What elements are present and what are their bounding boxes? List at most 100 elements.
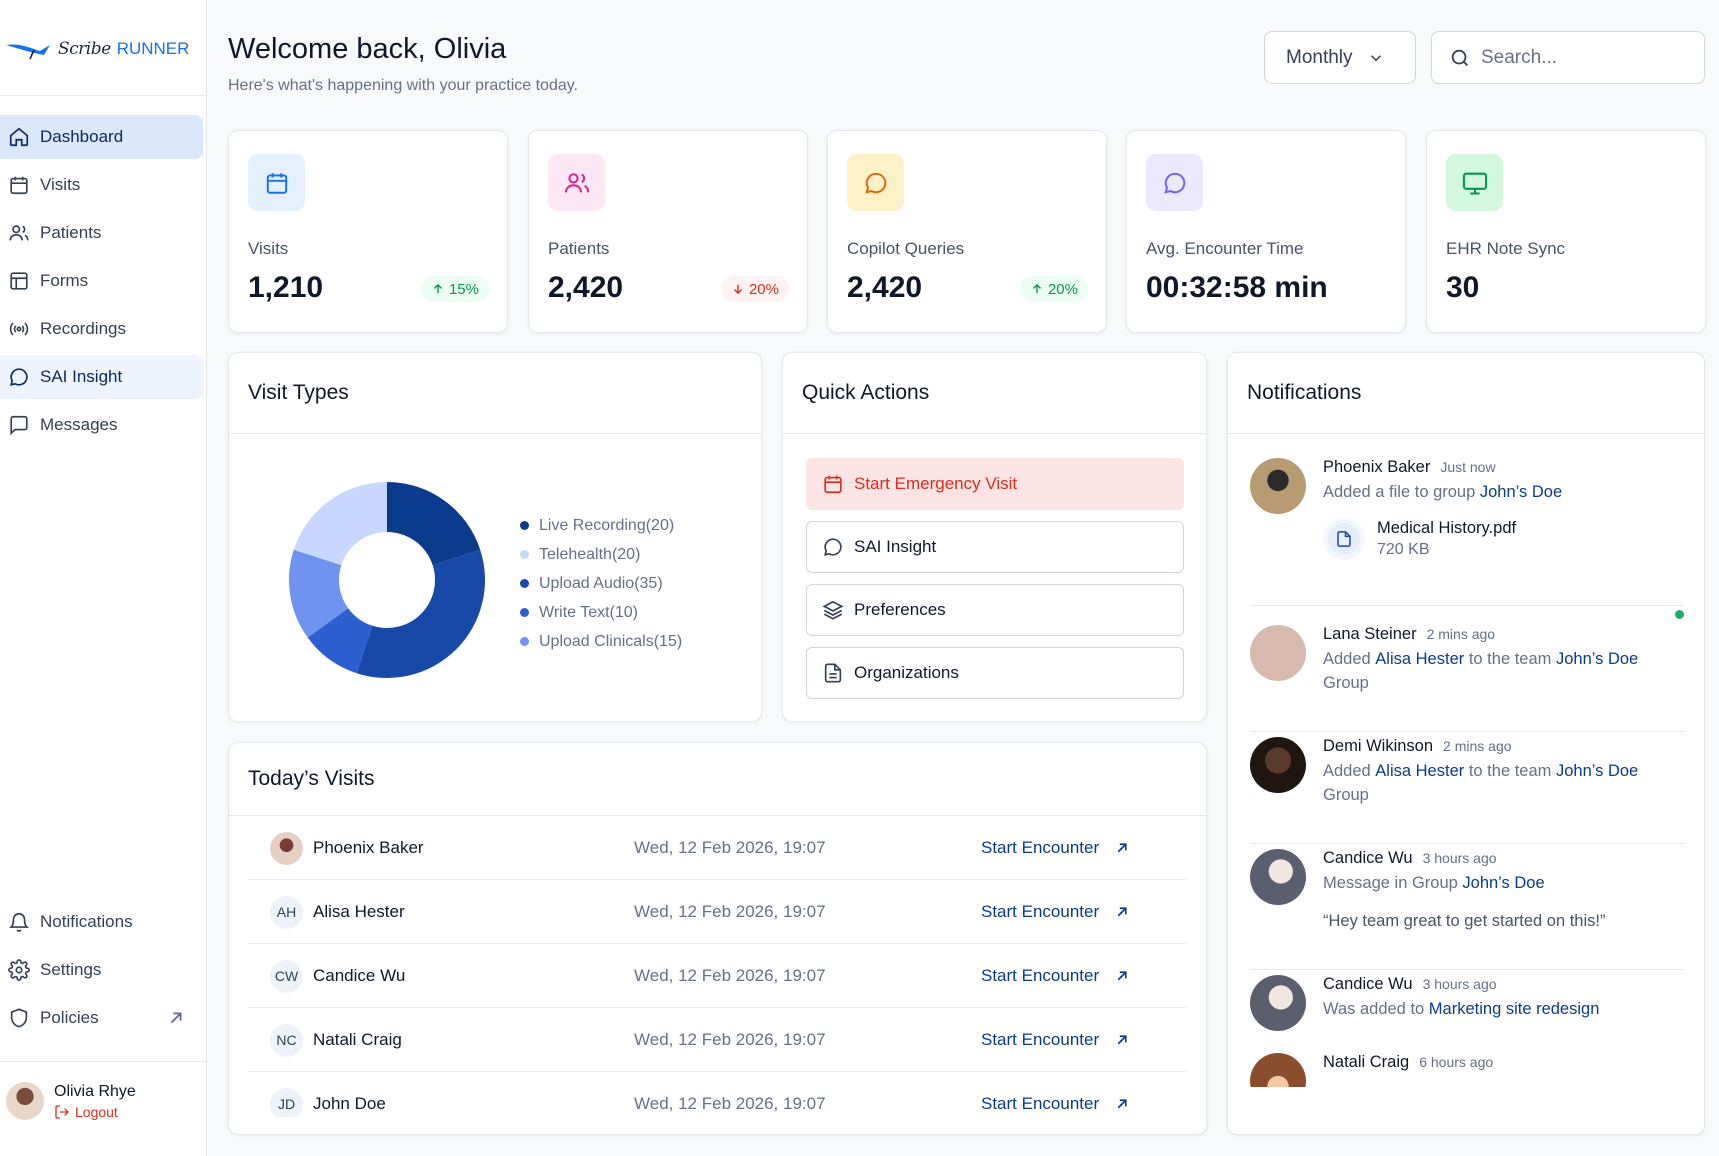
brand-logo[interactable]: Scribe RUNNER: [4, 32, 189, 66]
user-link[interactable]: Alisa Hester: [1375, 650, 1465, 668]
avatar: [1250, 849, 1306, 905]
avatar: [1250, 737, 1306, 793]
divider: [1250, 731, 1684, 732]
notification-item[interactable]: Lana Steiner 2 mins ago Added Alisa Heste…: [1250, 625, 1684, 715]
unread-indicator: [1675, 610, 1684, 619]
trend-badge: 15%: [420, 276, 489, 302]
notification-author: Natali Craig: [1323, 1053, 1410, 1071]
sidebar-item-label: Patients: [40, 223, 102, 242]
sidebar-item-settings[interactable]: Settings: [0, 948, 203, 992]
avatar-initials: CW: [270, 959, 303, 993]
patient-name: Natali Craig: [313, 1030, 402, 1049]
start-encounter-link[interactable]: Start Encounter: [981, 966, 1131, 986]
logout-icon: [55, 1104, 69, 1119]
notification-body: Lana Steiner 2 mins ago Added Alisa Heste…: [1323, 625, 1683, 695]
legend-item: Telehealth(20): [520, 540, 682, 569]
todays-visits-card: Today’s Visits Phoenix Baker Wed, 12 Feb…: [228, 742, 1207, 1135]
sidebar-item-forms[interactable]: Forms: [0, 259, 203, 303]
notification-time: 3 hours ago: [1422, 850, 1497, 866]
calendar-icon: [824, 475, 842, 494]
trend-value: 20%: [748, 280, 779, 298]
arrow-up-right-icon: [1117, 1099, 1127, 1109]
stat-icon-wrapper: [1446, 154, 1503, 211]
notification-author: Candice Wu: [1323, 975, 1413, 993]
group-link[interactable]: John’s Doe: [1555, 650, 1639, 668]
text-fragment: Group: [1323, 786, 1369, 804]
table-row[interactable]: CW Candice Wu Wed, 12 Feb 2026, 19:07 St…: [248, 945, 1186, 1008]
sidebar-item-messages[interactable]: Messages: [0, 403, 203, 447]
avatar[interactable]: [6, 1082, 44, 1120]
legend-item: Live Recording(20): [520, 511, 682, 540]
search-box[interactable]: [1431, 31, 1705, 84]
trend-badge: 20%: [720, 276, 789, 302]
sai-insight-button[interactable]: SAI Insight: [806, 521, 1184, 573]
stat-card-visits: Visits 1,210 15%: [228, 130, 508, 333]
chat-bubble-icon: [824, 538, 842, 556]
notification-item[interactable]: Phoenix Baker Just now Added a file to gr…: [1250, 458, 1684, 588]
table-row[interactable]: JD John Doe Wed, 12 Feb 2026, 19:07 Star…: [248, 1073, 1186, 1117]
organizations-button[interactable]: Organizations: [806, 647, 1184, 699]
start-emergency-visit-button[interactable]: Start Emergency Visit: [806, 458, 1184, 510]
start-encounter-link[interactable]: Start Encounter: [981, 1030, 1131, 1050]
arrow-up-right-icon: [1117, 907, 1127, 917]
broadcast-icon: [9, 322, 29, 336]
button-label: Preferences: [854, 600, 946, 619]
notification-item[interactable]: Candice Wu 3 hours ago Message in Group J…: [1250, 849, 1684, 949]
document-icon: [824, 663, 842, 683]
notification-author: Lana Steiner: [1323, 625, 1417, 643]
chat-bubble-icon: [864, 172, 886, 194]
text-fragment: to the team: [1464, 650, 1556, 668]
table-row[interactable]: NC Natali Craig Wed, 12 Feb 2026, 19:07 …: [248, 1009, 1186, 1072]
group-link[interactable]: John’s Doe: [1479, 483, 1563, 501]
legend-label: Telehealth(20): [539, 545, 641, 563]
file-attachment[interactable]: Medical History.pdf 720 KB: [1323, 518, 1683, 560]
file-name: Medical History.pdf: [1377, 519, 1517, 537]
preferences-button[interactable]: Preferences: [806, 584, 1184, 636]
sidebar-item-patients[interactable]: Patients: [0, 211, 203, 255]
trend-value: 15%: [448, 280, 479, 298]
user-link[interactable]: Alisa Hester: [1375, 762, 1465, 780]
sidebar-item-label: Dashboard: [40, 127, 124, 146]
search-input[interactable]: [1481, 46, 1681, 69]
donut-slice-live-recording: [387, 482, 481, 566]
patient-name: Phoenix Baker: [313, 838, 424, 857]
table-row[interactable]: Phoenix Baker Wed, 12 Feb 2026, 19:07 St…: [248, 817, 1186, 880]
message-square-icon: [10, 415, 28, 436]
calendar-icon: [266, 172, 287, 194]
start-encounter-link[interactable]: Start Encounter: [981, 1094, 1131, 1114]
sidebar-item-label: Settings: [40, 960, 102, 979]
stat-value: 2,420: [548, 271, 624, 304]
patient-name: John Doe: [313, 1094, 386, 1113]
group-link[interactable]: John’s Doe: [1555, 762, 1639, 780]
start-encounter-link[interactable]: Start Encounter: [981, 902, 1131, 922]
legend-label: Upload Audio(35): [539, 574, 663, 592]
bell-icon: [8, 913, 30, 932]
link-label: Start Encounter: [981, 1030, 1100, 1049]
home-icon: [9, 127, 29, 147]
sidebar-item-sai-insight[interactable]: SAI Insight: [0, 355, 203, 399]
table-row[interactable]: AH Alisa Hester Wed, 12 Feb 2026, 19:07 …: [248, 881, 1186, 944]
text-fragment: to the team: [1464, 762, 1556, 780]
sidebar-item-policies[interactable]: Policies: [0, 996, 203, 1040]
text-fragment: Added: [1323, 650, 1376, 668]
sidebar-item-visits[interactable]: Visits: [0, 163, 203, 207]
notification-time: 6 hours ago: [1419, 1054, 1494, 1070]
stat-card-patients: Patients 2,420 20%: [528, 130, 808, 333]
start-encounter-link[interactable]: Start Encounter: [981, 838, 1131, 858]
sidebar-item-notifications[interactable]: Notifications: [0, 900, 203, 944]
period-select[interactable]: Monthly: [1264, 31, 1416, 84]
notification-item[interactable]: Demi Wikinson 2 mins ago Added Alisa Hest…: [1250, 737, 1684, 827]
logout-button[interactable]: Logout: [54, 1104, 136, 1120]
avatar-initials: JD: [270, 1087, 303, 1117]
group-link[interactable]: John’s Doe: [1462, 874, 1545, 892]
avatar-initials: NC: [270, 1023, 303, 1057]
divider: [1250, 843, 1684, 844]
file-size: 720 KB: [1377, 541, 1430, 558]
project-link[interactable]: Marketing site redesign: [1428, 1000, 1600, 1018]
arrow-up-right-icon: [1117, 1035, 1127, 1045]
text-fragment: Group: [1323, 674, 1369, 692]
sidebar-item-recordings[interactable]: Recordings: [0, 307, 203, 351]
notification-item[interactable]: Natali Craig 6 hours ago: [1250, 1053, 1684, 1087]
notification-item[interactable]: Candice Wu 3 hours ago Was added to Marke…: [1250, 975, 1684, 1035]
sidebar-item-dashboard[interactable]: Dashboard: [0, 115, 203, 159]
